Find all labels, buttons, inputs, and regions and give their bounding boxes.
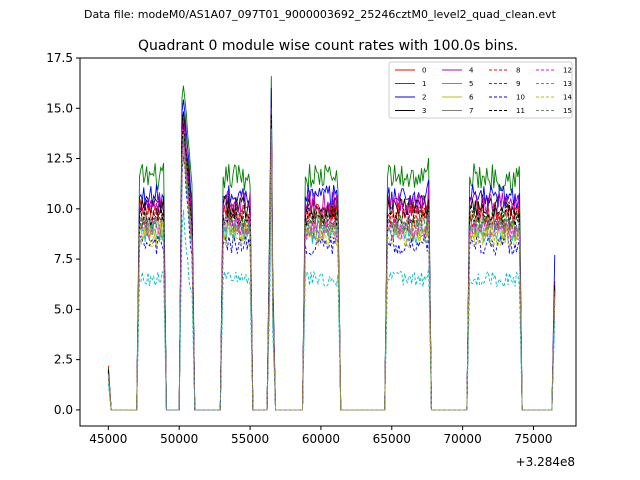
x-axis: 45000 50000 55000 60000 65000 70000 75000 [89, 426, 553, 446]
x-tick-label: 65000 [373, 432, 411, 446]
series-line-4 [107, 108, 556, 411]
x-tick-label: 70000 [444, 432, 482, 446]
y-tick-label: 2.5 [54, 353, 73, 367]
x-tick-label: 60000 [302, 432, 340, 446]
series-line-8 [107, 116, 556, 411]
x-tick-label: 45000 [89, 432, 127, 446]
series-line-6 [107, 130, 556, 411]
legend-label-10: 10 [516, 94, 525, 102]
series-line-2 [107, 88, 556, 411]
legend-label-8: 8 [516, 67, 520, 75]
legend-label-4: 4 [469, 67, 474, 75]
legend-label-9: 9 [516, 80, 520, 88]
legend-label-0: 0 [422, 67, 426, 75]
legend-label-1: 1 [422, 80, 426, 88]
legend-label-15: 15 [563, 107, 572, 115]
series-line-10 [107, 146, 556, 411]
x-offset-label: +3.284e8 [516, 455, 575, 469]
y-tick-label: 10.0 [46, 202, 73, 216]
x-tick-label: 50000 [160, 432, 198, 446]
series-line-14 [107, 138, 556, 411]
series-line-9 [107, 120, 556, 411]
series-layer [107, 76, 556, 411]
plot-frame [79, 57, 577, 427]
y-axis: 0.0 2.5 5.0 7.5 10.0 12.5 15.0 17.5 [46, 51, 80, 417]
series-line-7 [107, 126, 556, 411]
series-line-13 [107, 168, 556, 411]
legend-label-3: 3 [422, 107, 426, 115]
series-line-12 [107, 130, 556, 411]
y-tick-label: 12.5 [46, 152, 73, 166]
figure-suptitle: Data file: modeM0/AS1A07_097T01_90000036… [84, 8, 556, 21]
legend-label-12: 12 [563, 67, 572, 75]
chart-title: Quadrant 0 module wise count rates with … [138, 38, 518, 54]
series-line-15 [107, 128, 556, 411]
series-line-11 [107, 114, 556, 411]
legend-label-14: 14 [563, 94, 572, 102]
y-tick-label: 0.0 [54, 403, 73, 417]
y-tick-label: 7.5 [54, 252, 73, 266]
series-line-0 [107, 104, 556, 411]
legend-label-2: 2 [422, 94, 426, 102]
legend-label-11: 11 [516, 107, 525, 115]
legend-label-13: 13 [563, 80, 572, 88]
series-line-3 [107, 111, 556, 411]
legend-label-7: 7 [469, 107, 473, 115]
legend-label-5: 5 [469, 80, 473, 88]
series-line-1 [107, 76, 556, 411]
y-tick-label: 5.0 [54, 302, 73, 316]
y-tick-label: 15.0 [46, 101, 73, 115]
x-tick-label: 75000 [514, 432, 552, 446]
y-tick-label: 17.5 [46, 51, 73, 65]
x-tick-label: 55000 [231, 432, 269, 446]
legend-frame [388, 61, 573, 119]
legend-label-6: 6 [469, 94, 474, 102]
